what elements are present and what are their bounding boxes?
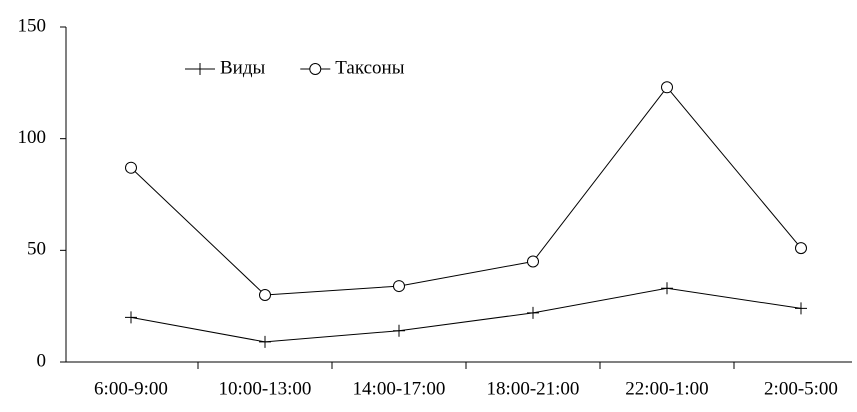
- point: [259, 335, 271, 348]
- x-tick-label: 6:00-9:00: [94, 378, 168, 399]
- y-tick-label: 50: [27, 239, 46, 260]
- legend-marker: [194, 63, 206, 75]
- legend-label: Таксоны: [335, 57, 404, 78]
- series-line: [130, 86, 802, 296]
- x-tick-label: 22:00-1:00: [625, 378, 708, 399]
- x-tick-label: 2:00-5:00: [764, 378, 838, 399]
- x-tick-label: 10:00-13:00: [219, 378, 312, 399]
- point: [527, 306, 539, 319]
- y-tick-label: 0: [37, 350, 47, 371]
- y-tick-label: 150: [18, 15, 47, 36]
- series-line: [130, 287, 802, 343]
- legend-marker: [309, 63, 322, 75]
- x-tick-label: 18:00-21:00: [487, 378, 580, 399]
- point: [393, 324, 405, 337]
- x-tick-label: 14:00-17:00: [353, 378, 446, 399]
- point: [125, 311, 137, 324]
- point: [795, 302, 807, 315]
- legend-label: Виды: [220, 57, 266, 78]
- point: [125, 161, 137, 174]
- point: [661, 81, 673, 94]
- point: [661, 282, 673, 295]
- point: [527, 255, 539, 268]
- y-tick-label: 100: [18, 127, 47, 148]
- point: [393, 280, 405, 293]
- point: [795, 242, 807, 255]
- point: [259, 289, 271, 301]
